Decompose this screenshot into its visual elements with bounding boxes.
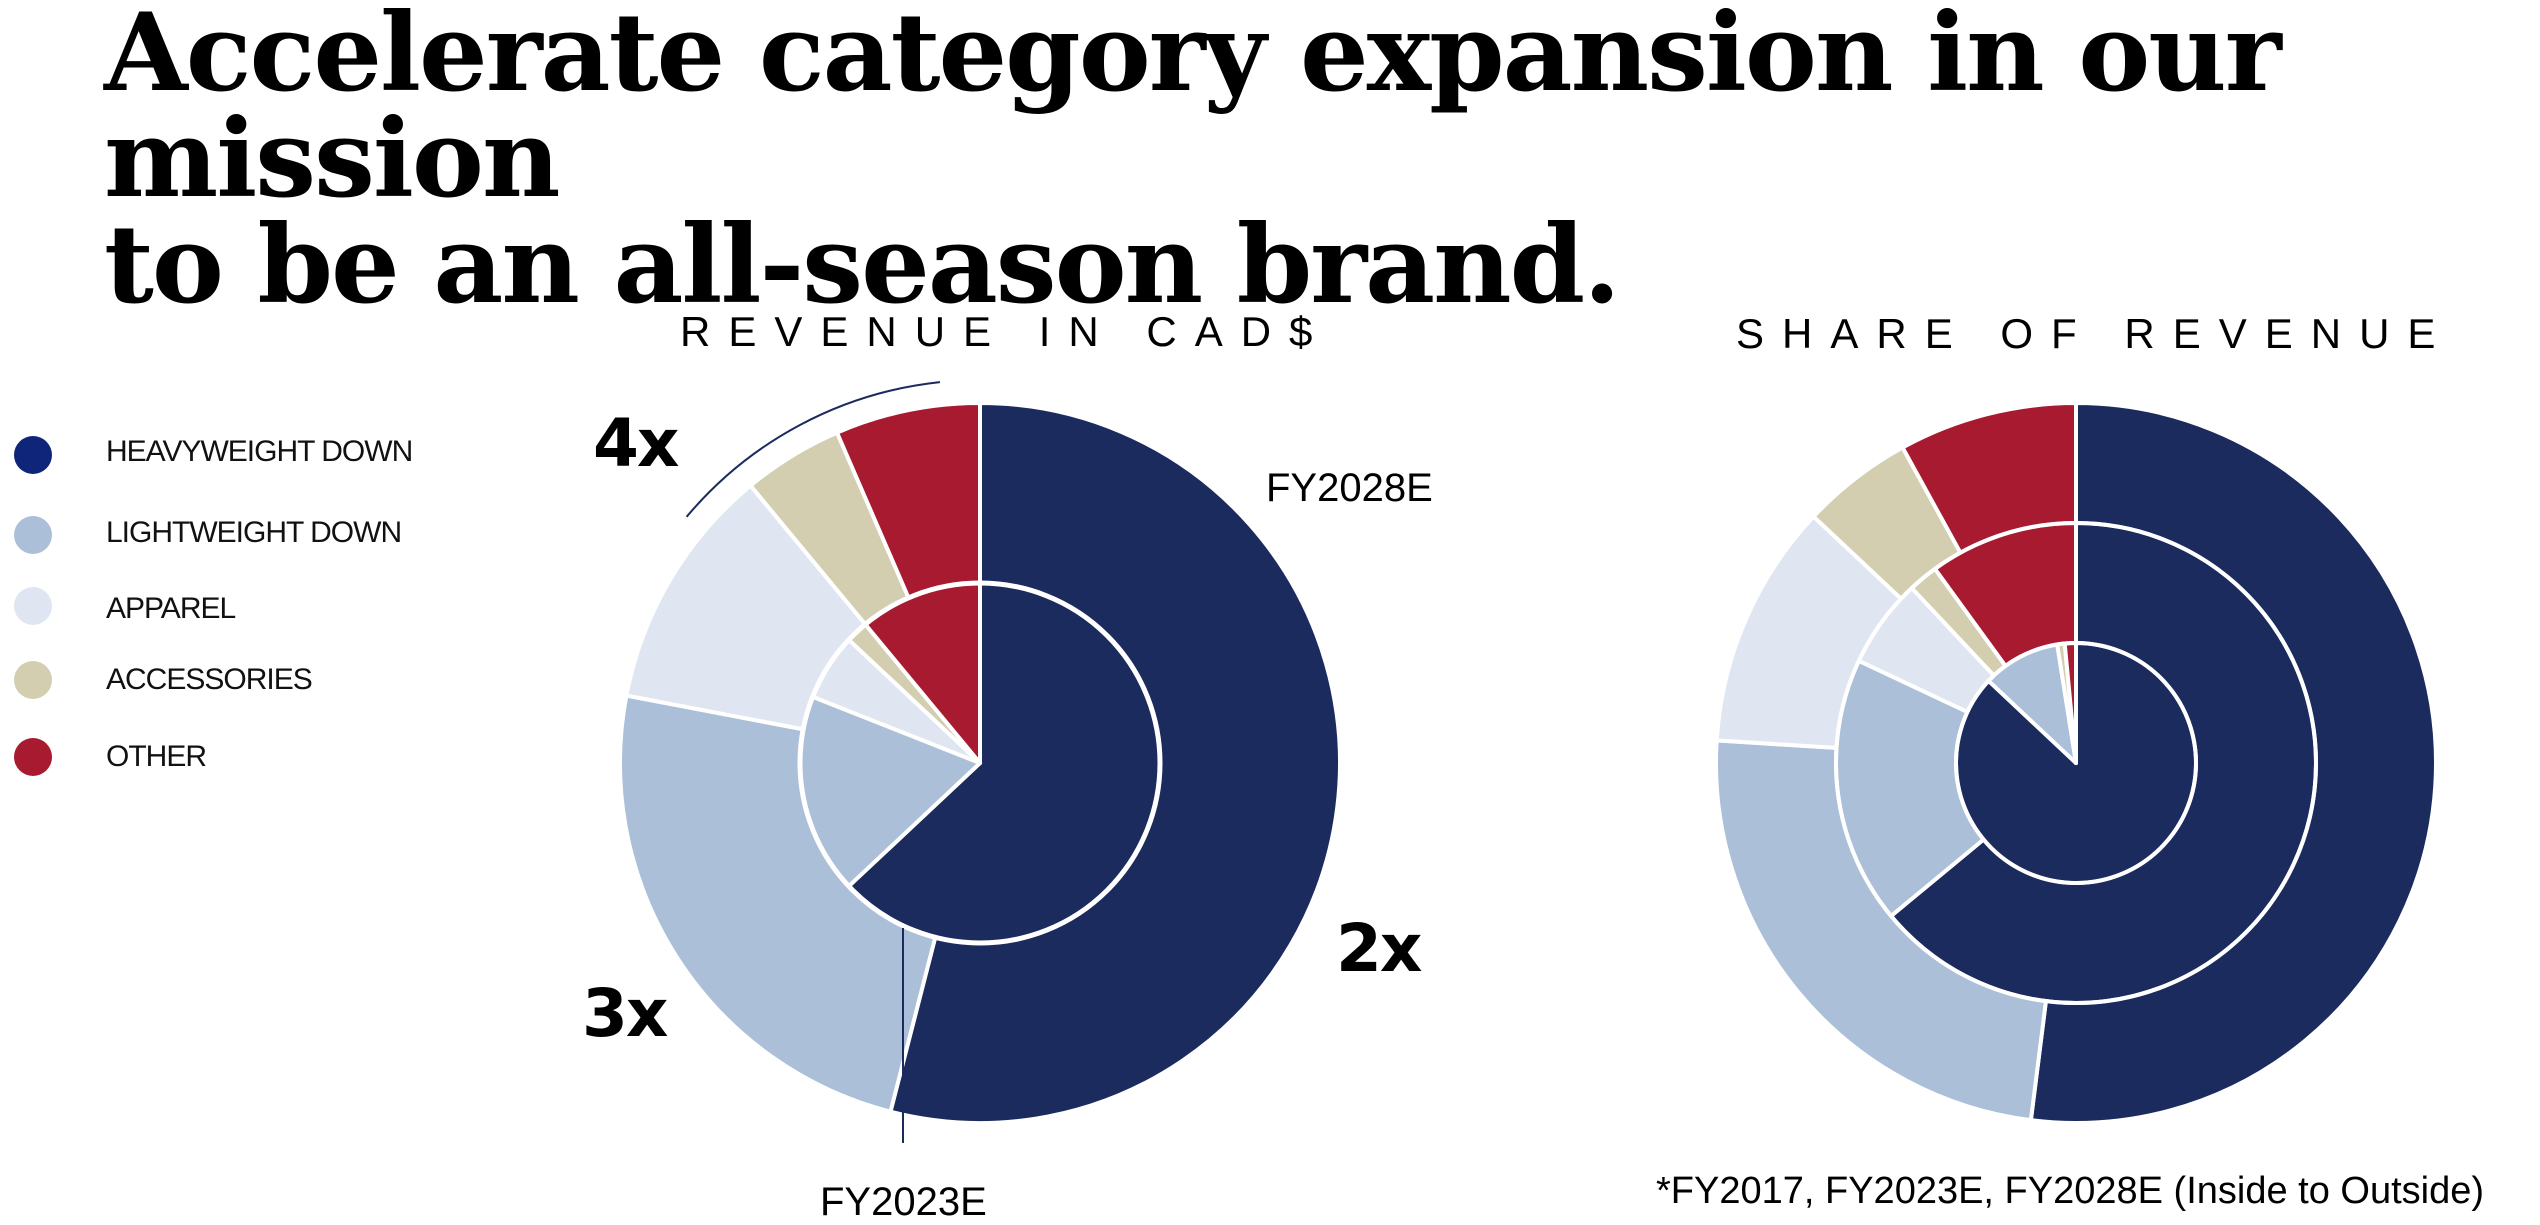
revenue-donut-chart <box>618 381 1342 1143</box>
legend-swatch-apparel <box>14 587 52 625</box>
legend-swatch-other <box>14 738 52 776</box>
ring-border <box>1954 641 2198 885</box>
share-chart-title: SHARE OF REVENUE <box>1736 310 2454 357</box>
multiplier-3x-label: 3x <box>582 975 668 1052</box>
ring-border <box>1834 521 2318 1005</box>
legend-label-heavyweight-down: HEAVYWEIGHT DOWN <box>106 435 413 468</box>
legend-label-lightweight-down: LIGHTWEIGHT DOWN <box>106 516 402 549</box>
fy2023e-label: FY2023E <box>820 1180 987 1224</box>
legend-swatch-heavyweight-down <box>14 436 52 474</box>
footnote: *FY2017, FY2023E, FY2028E (Inside to Out… <box>1656 1170 2485 1212</box>
multiplier-4x-bracket <box>685 381 941 518</box>
legend-label-accessories: ACCESSORIES <box>106 663 313 696</box>
legend-swatch-accessories <box>14 661 52 699</box>
fy2028e-label: FY2028E <box>1266 466 1433 510</box>
share-donut-chart <box>1714 401 2439 1125</box>
legend-label-apparel: APPAREL <box>106 592 236 625</box>
inner-ring-border <box>797 580 1163 946</box>
multiplier-2x-label: 2x <box>1336 910 1422 987</box>
multiplier-4x-label: 4x <box>593 405 679 482</box>
legend-swatch-lightweight-down <box>14 516 52 554</box>
revenue-chart-title: REVENUE IN CAD$ <box>680 308 1331 355</box>
page-title: Accelerate category expansion in our mis… <box>104 0 2282 328</box>
legend-label-other: OTHER <box>106 740 207 773</box>
